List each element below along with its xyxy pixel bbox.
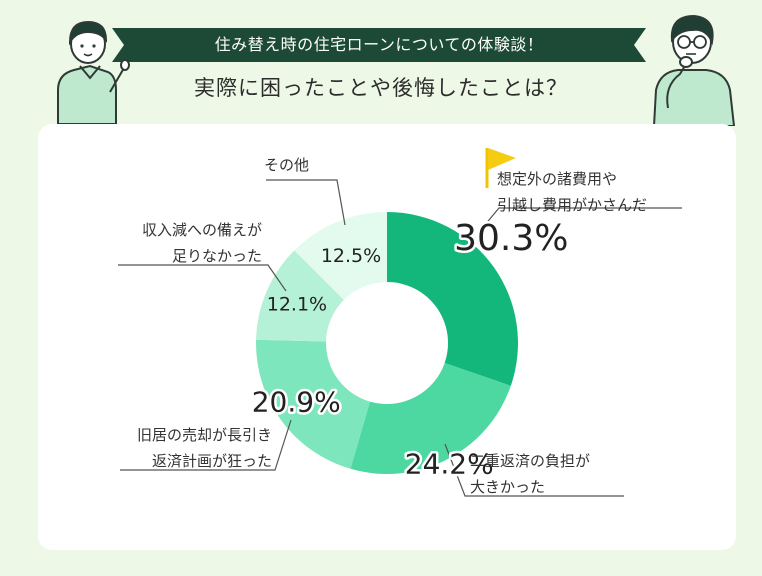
leader-line-s4 [266,179,346,226]
label-s0-line2: 引越し費用がかさんだ [497,196,648,214]
person-thinking-illustration [652,14,736,126]
donut-slice-4 [294,212,387,300]
page-subtitle: 実際に困ったことや後悔したことは？ [194,76,568,100]
person-pointing-illustration [57,20,130,124]
banner-ribbon [112,28,646,62]
donut-slice-1 [350,362,511,474]
title-banner: 住み替え時の住宅ローンについての体験談！ [112,28,646,62]
pct-label-3: 12.1% [267,293,327,315]
pct-label-0: 30.3% [454,218,568,259]
pct-label-2: 20.9% [252,385,341,418]
label-s1: 二重返済の負担が 大きかった [470,448,590,500]
leader-line-s1 [444,443,624,497]
pct-label-4: 12.5% [321,245,381,267]
leader-line-s3 [118,264,287,292]
leader-line-s0 [478,207,682,233]
label-s2-line1: 旧居の売却が長引き [136,426,272,444]
donut-slice-0 [387,212,518,386]
label-s1-line2: 大きかった [470,478,546,496]
label-s3-line2: 足りなかった [171,247,262,265]
flag-icon [485,148,516,188]
label-s3: 収入減への備えが 足りなかった [92,217,262,269]
donut-slice-2 [256,339,370,469]
label-s2-line2: 返済計画が狂った [151,452,272,470]
label-s2: 旧居の売却が長引き 返済計画が狂った [92,422,272,474]
banner-title: 住み替え時の住宅ローンについての体験談！ [214,35,544,54]
label-s4-line1: その他 [264,156,310,174]
label-s4: その他 [264,152,309,178]
chart-card [38,124,736,550]
label-s0: 想定外の諸費用や 引越し費用がかさんだ [497,166,647,218]
label-s3-line1: 収入減への備えが [141,221,262,239]
label-s1-line1: 二重返済の負担が [470,452,591,470]
leader-line-s2 [120,419,292,471]
donut-slice-3 [256,250,344,342]
label-s0-line1: 想定外の諸費用や [497,170,618,188]
pct-label-1: 24.2% [405,447,494,480]
